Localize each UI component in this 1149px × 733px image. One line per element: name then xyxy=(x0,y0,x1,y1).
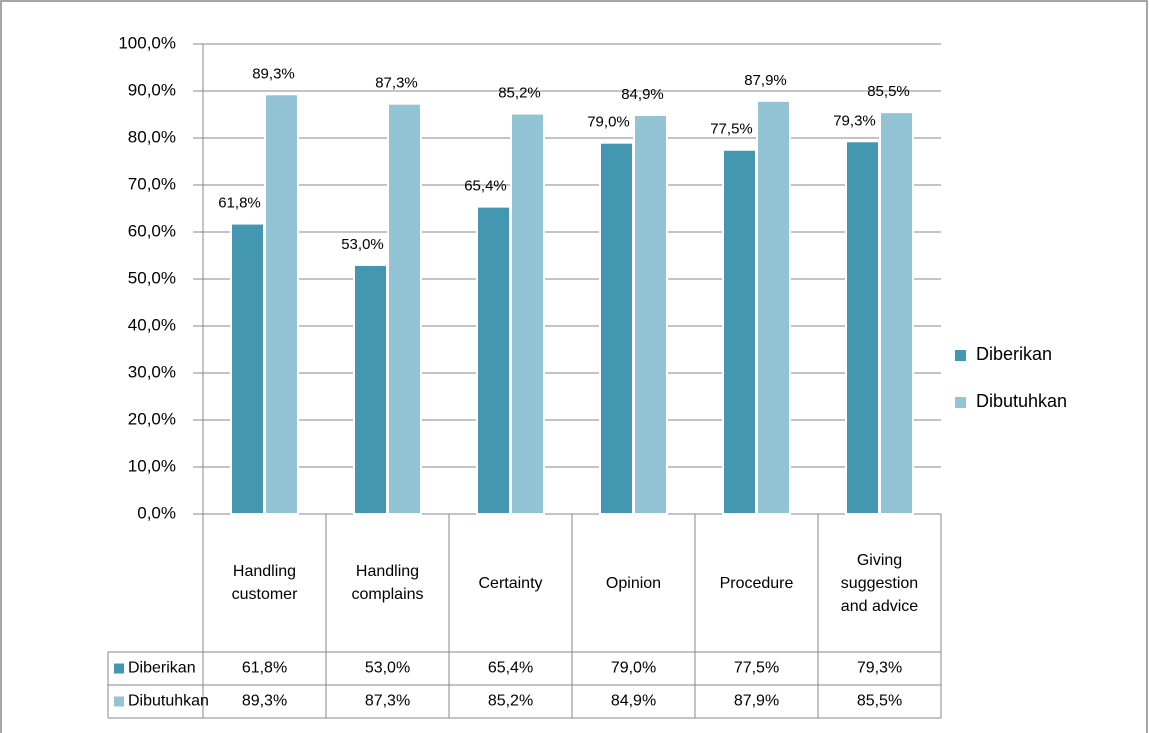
data-label: 77,5% xyxy=(710,121,753,138)
y-tick-label: 100,0% xyxy=(118,33,176,52)
x-tick-label: Certainty xyxy=(478,574,543,592)
x-tick-label: Handling customer xyxy=(231,563,298,603)
bar xyxy=(756,99,791,516)
bar xyxy=(230,222,265,515)
table-cell: 79,3% xyxy=(857,660,902,677)
y-tick-label: 90,0% xyxy=(128,80,176,99)
data-label: 53,0% xyxy=(341,236,384,253)
table-cell: 77,5% xyxy=(734,660,779,677)
data-label: 61,8% xyxy=(218,195,261,212)
y-tick-label: 80,0% xyxy=(128,127,176,146)
table-cell: 65,4% xyxy=(488,660,533,677)
data-label: 84,9% xyxy=(621,86,664,103)
table-row-label: Dibutuhkan xyxy=(128,693,209,710)
y-tick-label: 60,0% xyxy=(128,221,176,240)
table-cell: 79,0% xyxy=(611,660,656,677)
y-tick-label: 20,0% xyxy=(128,409,176,428)
x-tick-label-box: Giving suggestion and advice xyxy=(840,551,919,615)
data-label: 79,0% xyxy=(587,114,630,131)
x-tick-label-box: Handling customer xyxy=(231,563,298,603)
bar xyxy=(510,112,545,515)
data-label: 65,4% xyxy=(464,178,507,195)
y-tick-label: 70,0% xyxy=(128,174,176,193)
x-tick-label: Handling complains xyxy=(351,563,424,603)
data-label: 87,3% xyxy=(375,75,418,92)
y-tick-label: 40,0% xyxy=(128,315,176,334)
table-cell: 87,3% xyxy=(365,693,410,710)
bar xyxy=(264,93,299,515)
table-cell: 87,9% xyxy=(734,693,779,710)
table-cell: 85,5% xyxy=(857,693,902,710)
legend-label: Diberikan xyxy=(976,344,1052,364)
legend-key xyxy=(955,397,966,408)
bar xyxy=(845,140,880,515)
legend-label: Dibutuhkan xyxy=(976,391,1067,411)
bar xyxy=(722,148,757,515)
x-tick-label-box: Procedure xyxy=(719,574,794,592)
x-tick-label: Opinion xyxy=(605,574,662,592)
x-tick-label: Procedure xyxy=(719,574,794,592)
table-cell: 84,9% xyxy=(611,693,656,710)
bar xyxy=(879,111,914,516)
bar xyxy=(387,102,422,515)
y-tick-label: 50,0% xyxy=(128,268,176,287)
data-label: 79,3% xyxy=(833,112,876,129)
y-tick-label: 0,0% xyxy=(137,503,176,522)
table-cell: 61,8% xyxy=(242,660,287,677)
bar xyxy=(476,205,511,515)
y-tick-label: 30,0% xyxy=(128,362,176,381)
data-label: 85,2% xyxy=(498,85,541,102)
data-label: 85,5% xyxy=(867,83,910,100)
table-cell: 85,2% xyxy=(488,693,533,710)
x-tick-label-box: Handling complains xyxy=(351,563,424,603)
bar xyxy=(599,141,634,515)
table-legend-key xyxy=(114,663,124,674)
y-tick-label: 10,0% xyxy=(128,456,176,475)
data-label: 89,3% xyxy=(252,65,295,82)
legend-key xyxy=(955,350,966,361)
bar xyxy=(633,113,668,515)
x-tick-label: Giving suggestion and advice xyxy=(840,551,919,615)
table-row-label: Diberikan xyxy=(128,660,196,677)
table-legend-key xyxy=(114,696,124,707)
data-label: 87,9% xyxy=(744,72,787,89)
bar xyxy=(353,263,388,515)
x-tick-label-box: Opinion xyxy=(605,574,662,592)
table-cell: 89,3% xyxy=(242,693,287,710)
x-tick-label-box: Certainty xyxy=(478,574,543,592)
table-cell: 53,0% xyxy=(365,660,410,677)
